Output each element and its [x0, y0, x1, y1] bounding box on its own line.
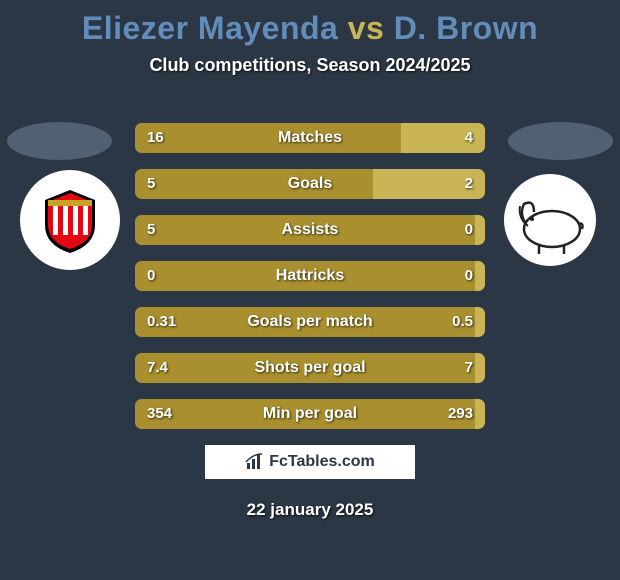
stat-value-right: 0: [465, 215, 473, 245]
stat-label: Matches: [135, 123, 485, 153]
stat-value-right: 7: [465, 353, 473, 383]
subtitle: Club competitions, Season 2024/2025: [0, 55, 620, 76]
stat-value-left: 5: [147, 215, 155, 245]
stat-label: Goals: [135, 169, 485, 199]
stat-value-right: 4: [465, 123, 473, 153]
stat-label: Hattricks: [135, 261, 485, 291]
player1-club-badge: [20, 170, 120, 270]
stat-row: Min per goal354 293: [135, 399, 485, 429]
fctables-chart-icon: [245, 453, 265, 471]
stat-row: Hattricks0 0: [135, 261, 485, 291]
stat-row: Matches16 4: [135, 123, 485, 153]
player2-name: D. Brown: [394, 10, 538, 46]
comparison-title: Eliezer Mayenda vs D. Brown: [0, 0, 620, 47]
stat-label: Min per goal: [135, 399, 485, 429]
stat-value-right: 0.5: [452, 307, 473, 337]
date-text: 22 january 2025: [0, 500, 620, 520]
stat-value-left: 0.31: [147, 307, 176, 337]
stat-value-right: 0: [465, 261, 473, 291]
stat-label: Shots per goal: [135, 353, 485, 383]
player2-club-badge: [500, 170, 600, 270]
stat-value-left: 16: [147, 123, 164, 153]
stat-value-left: 0: [147, 261, 155, 291]
right-ellipse-decoration: [508, 122, 613, 160]
player1-name: Eliezer Mayenda: [82, 10, 339, 46]
stat-row: Goals5 2: [135, 169, 485, 199]
stat-label: Assists: [135, 215, 485, 245]
stats-container: Matches164Goals52Assists50Hattricks00Goa…: [135, 123, 485, 445]
stat-row: Shots per goal7.4 7: [135, 353, 485, 383]
stat-row: Goals per match0.31 0.5: [135, 307, 485, 337]
stat-value-left: 7.4: [147, 353, 168, 383]
derby-ram-badge-icon: [504, 174, 596, 266]
stat-row: Assists5 0: [135, 215, 485, 245]
source-brand-text: FcTables.com: [269, 453, 375, 471]
stat-label: Goals per match: [135, 307, 485, 337]
sunderland-badge-icon: [35, 185, 105, 255]
stat-value-left: 354: [147, 399, 172, 429]
stat-value-right: 293: [448, 399, 473, 429]
stat-value-left: 5: [147, 169, 155, 199]
source-brand-badge: FcTables.com: [205, 445, 415, 479]
stat-value-right: 2: [465, 169, 473, 199]
left-ellipse-decoration: [7, 122, 112, 160]
vs-text: vs: [348, 10, 385, 46]
